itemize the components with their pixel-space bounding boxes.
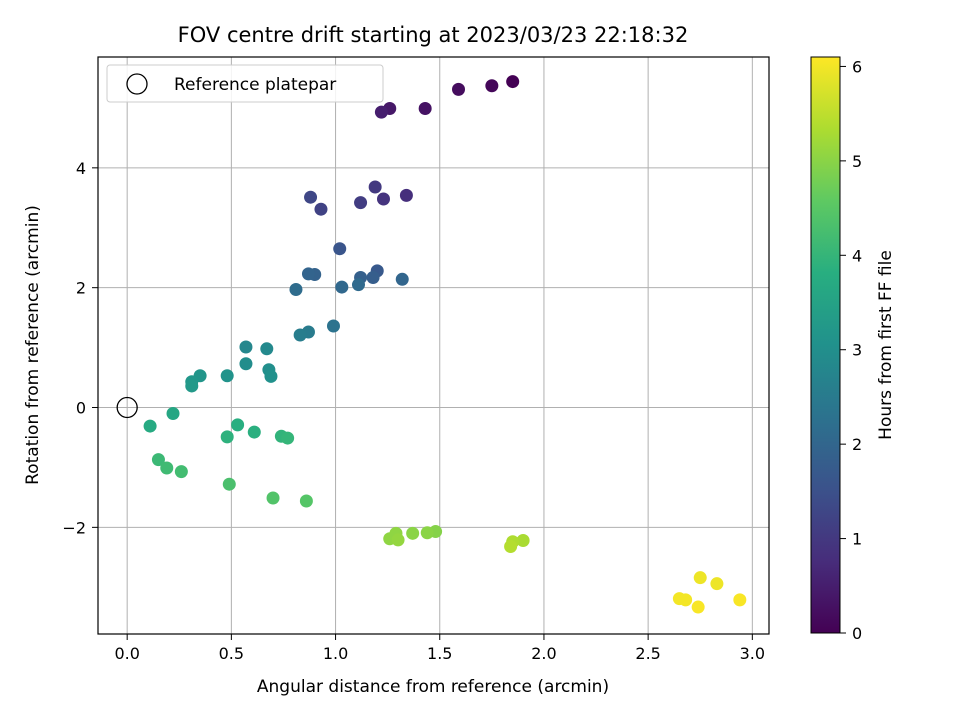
x-tick-label: 1.5 (427, 644, 452, 663)
colorbar-tick-label: 5 (852, 152, 862, 171)
data-point (506, 75, 520, 89)
data-point (710, 577, 724, 591)
data-point (399, 188, 413, 202)
y-axis-label: Rotation from reference (arcmin) (23, 205, 43, 485)
data-point (264, 369, 278, 383)
data-point (368, 180, 382, 194)
data-point (420, 526, 434, 540)
data-point (166, 407, 180, 421)
data-point (504, 540, 518, 554)
data-point (452, 82, 466, 96)
data-point (314, 202, 328, 216)
legend-box (106, 64, 384, 103)
data-points (143, 75, 747, 614)
data-point (143, 419, 157, 433)
colorbar-tick-label: 1 (852, 530, 862, 549)
data-point (391, 533, 405, 547)
data-point (406, 526, 420, 540)
data-point (679, 593, 693, 607)
data-point (354, 196, 368, 210)
data-point (376, 192, 390, 206)
data-point (333, 242, 347, 256)
data-point (301, 267, 315, 281)
data-point (299, 494, 313, 508)
data-point (160, 461, 174, 475)
y-tick-label: 0 (76, 399, 86, 418)
data-point (239, 357, 253, 371)
data-point (220, 430, 234, 444)
colorbar: 0 1 2 3 4 5 6 Hours from first FF file (810, 56, 896, 643)
data-point (174, 465, 188, 479)
data-point (351, 278, 365, 292)
data-point (335, 280, 349, 294)
x-tick-label: 2.0 (531, 644, 556, 663)
data-point (733, 593, 747, 607)
colorbar-ticks: 0 1 2 3 4 5 6 (840, 57, 862, 643)
grid (98, 57, 769, 634)
y-tick-label: −2 (62, 518, 86, 537)
y-tick-label: 4 (76, 159, 86, 178)
x-tick-label: 1.0 (323, 644, 348, 663)
x-tick-label: 2.5 (635, 644, 660, 663)
reference-platepar-marker (116, 396, 138, 419)
legend-marker-icon (126, 73, 148, 95)
colorbar-label: Hours from first FF file (876, 250, 896, 440)
colorbar-tick-label: 0 (852, 624, 862, 643)
x-tick-label: 0.5 (219, 644, 244, 663)
data-point (239, 340, 253, 354)
legend-label: Reference platepar (174, 75, 336, 95)
y-axis-ticks: −2 0 2 4 (62, 159, 98, 537)
data-point (222, 477, 236, 491)
data-point (260, 342, 274, 356)
x-axis-label: Angular distance from reference (arcmin) (257, 677, 609, 697)
data-point (691, 600, 705, 614)
x-tick-label: 0.0 (114, 644, 139, 663)
chart-title: FOV centre drift starting at 2023/03/23 … (178, 23, 689, 47)
x-axis-ticks: 0.0 0.5 1.0 1.5 2.0 2.5 3.0 (114, 634, 765, 663)
colorbar-tick-label: 3 (852, 341, 862, 360)
colorbar-tick-label: 2 (852, 435, 862, 454)
reference-marker-group (116, 396, 138, 419)
x-tick-label: 3.0 (740, 644, 765, 663)
colorbar-tick-label: 6 (852, 57, 862, 76)
y-tick-label: 2 (76, 279, 86, 298)
data-point (326, 319, 340, 333)
data-point (418, 102, 432, 116)
data-point (304, 190, 318, 204)
data-point (220, 369, 234, 383)
data-point (247, 425, 261, 439)
legend: Reference platepar (106, 64, 384, 103)
data-point (289, 282, 303, 296)
plot-frame (97, 56, 770, 635)
data-point (293, 328, 307, 342)
data-point (395, 272, 409, 286)
data-point (366, 270, 380, 284)
data-point (231, 418, 245, 432)
data-point (693, 571, 707, 585)
data-point (374, 105, 388, 119)
data-point (266, 491, 280, 505)
colorbar-tick-label: 4 (852, 246, 862, 265)
data-point (281, 431, 295, 445)
data-point (151, 453, 165, 467)
data-point (185, 379, 199, 393)
data-point (516, 534, 530, 548)
data-point (485, 79, 499, 93)
colorbar-gradient (810, 56, 841, 634)
